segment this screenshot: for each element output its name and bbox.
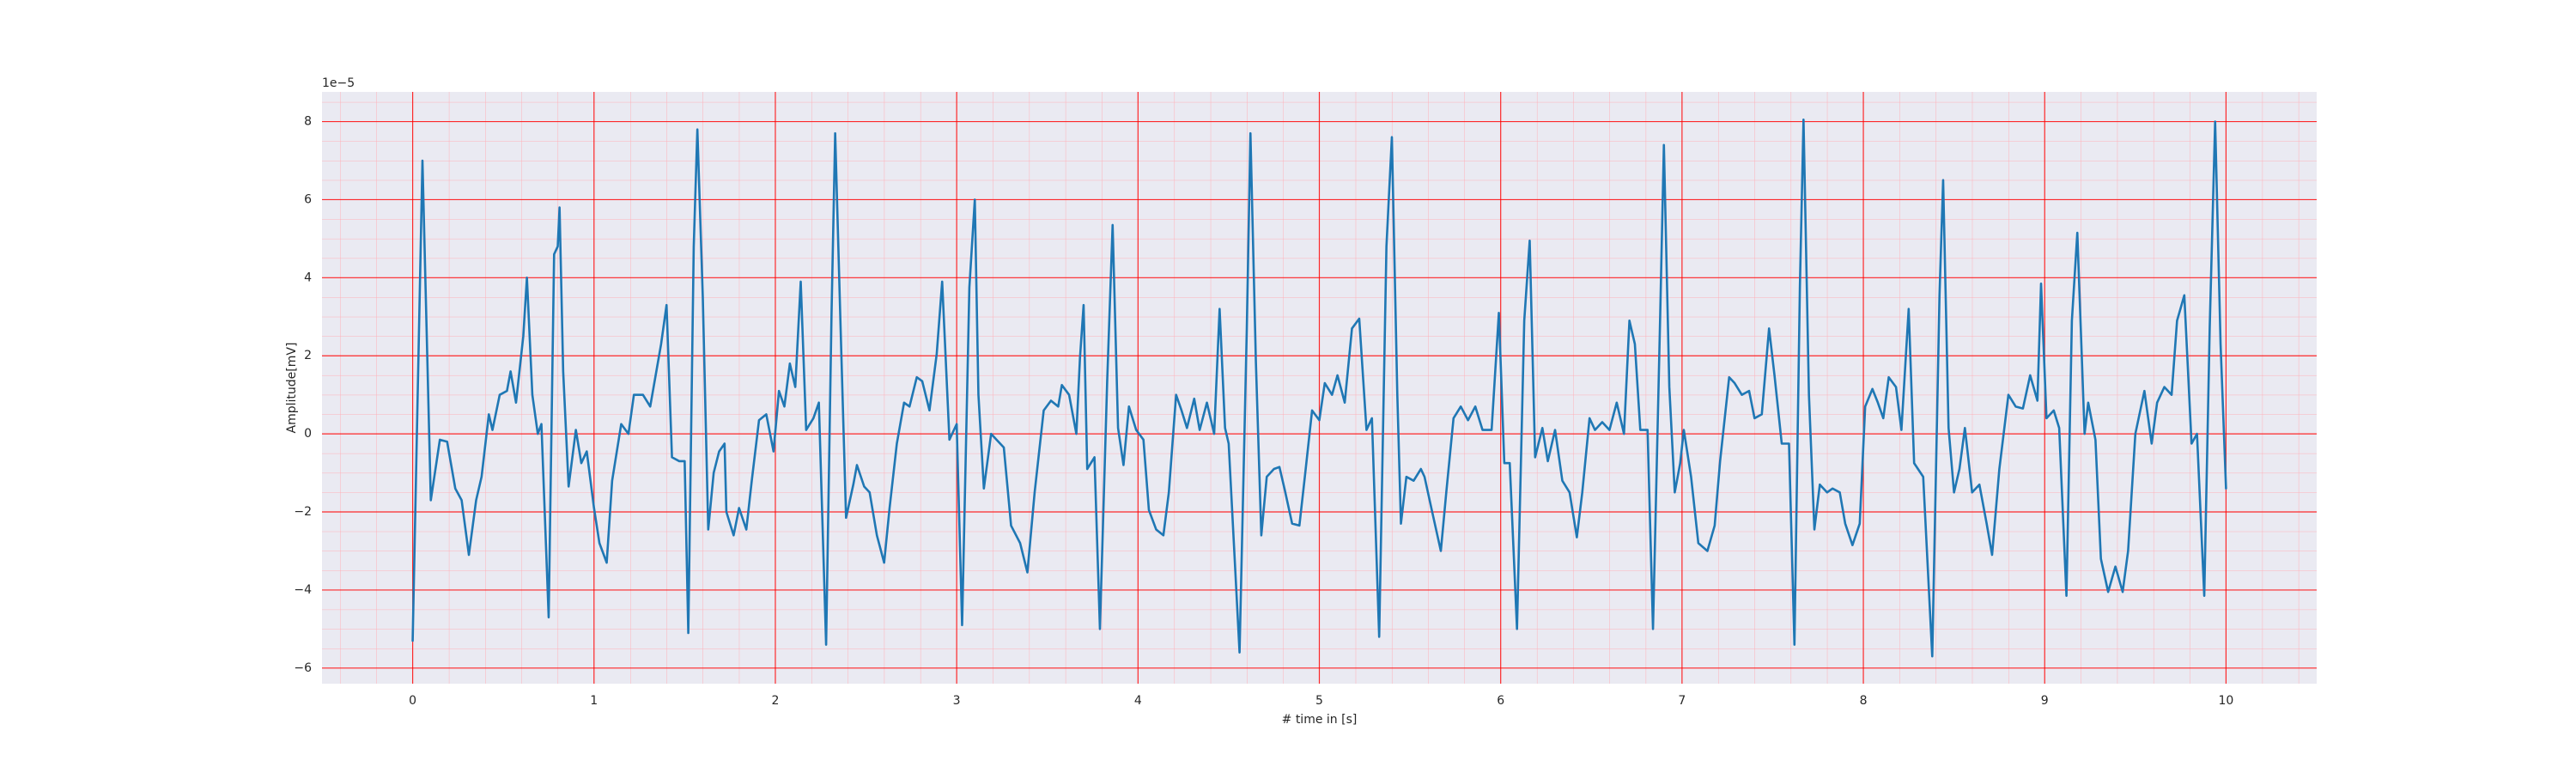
y-axis-label: Amplitude[mV] (285, 343, 299, 434)
x-tick-label: 4 (1134, 694, 1142, 708)
x-tick-label: 3 (953, 694, 961, 708)
y-tick-label: 8 (304, 115, 312, 129)
signal-line (411, 118, 2227, 658)
x-tick-label: 2 (771, 694, 779, 708)
x-tick-label: 10 (2218, 694, 2233, 708)
x-tick-label: 5 (1315, 694, 1323, 708)
x-axis-label: # time in [s] (1282, 713, 1358, 727)
x-tick-label: 7 (1678, 694, 1686, 708)
y-tick-label: −2 (294, 505, 312, 519)
y-tick-label: 6 (304, 192, 312, 206)
y-tick-label: −4 (294, 583, 312, 597)
x-tick-label: 8 (1860, 694, 1868, 708)
y-tick-label: 4 (304, 271, 312, 284)
y-tick-label: −6 (294, 661, 312, 675)
x-tick-label: 0 (409, 694, 416, 708)
y-tick-label: 2 (304, 349, 312, 362)
x-tick-label: 6 (1497, 694, 1504, 708)
y-tick-label: 0 (304, 427, 312, 441)
y-offset-label: 1e−5 (322, 76, 355, 90)
x-tick-label: 9 (2041, 694, 2049, 708)
x-tick-label: 1 (590, 694, 598, 708)
